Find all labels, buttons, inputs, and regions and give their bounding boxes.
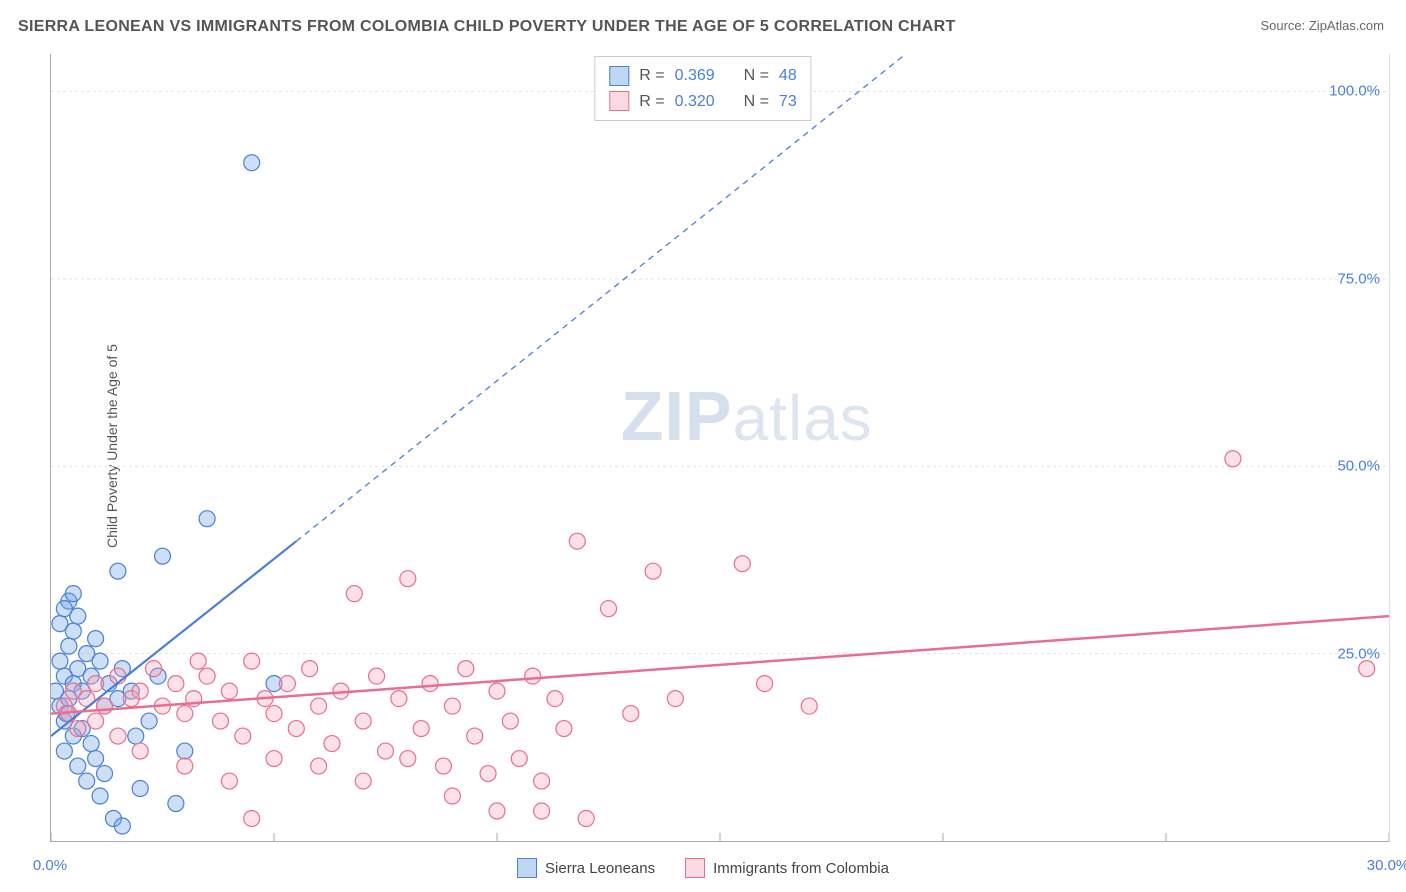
x-tick-label: 30.0% — [1367, 857, 1406, 874]
n-value-0: 48 — [779, 63, 797, 89]
chart-svg — [51, 54, 1389, 841]
legend-row-1: R = 0.320 N = 73 — [609, 89, 796, 115]
swatch-series-1 — [609, 91, 629, 111]
series-name-0: Sierra Leoneans — [545, 860, 655, 877]
y-tick-label: 50.0% — [1337, 458, 1380, 475]
r-value-0: 0.369 — [675, 63, 715, 89]
series-name-1: Immigrants from Colombia — [713, 860, 889, 877]
n-value-1: 73 — [779, 89, 797, 115]
r-label: R = — [639, 89, 664, 115]
r-value-1: 0.320 — [675, 89, 715, 115]
source-value: ZipAtlas.com — [1309, 18, 1384, 33]
x-tick-label: 0.0% — [33, 857, 67, 874]
y-tick-label: 25.0% — [1337, 645, 1380, 662]
r-label: R = — [639, 63, 664, 89]
y-tick-label: 75.0% — [1337, 270, 1380, 287]
legend-item-1: Immigrants from Colombia — [685, 858, 889, 878]
source-label: Source: ZipAtlas.com — [1260, 18, 1384, 33]
legend-row-0: R = 0.369 N = 48 — [609, 63, 796, 89]
n-label: N = — [744, 89, 769, 115]
correlation-legend: R = 0.369 N = 48 R = 0.320 N = 73 — [594, 56, 811, 121]
source-prefix: Source: — [1260, 18, 1308, 33]
n-label: N = — [744, 63, 769, 89]
legend-item-0: Sierra Leoneans — [517, 858, 655, 878]
plot-area: ZIPatlas — [50, 54, 1390, 842]
chart-title: SIERRA LEONEAN VS IMMIGRANTS FROM COLOMB… — [18, 18, 956, 36]
series-legend: Sierra Leoneans Immigrants from Colombia — [517, 858, 889, 878]
swatch-series-0 — [517, 858, 537, 878]
swatch-series-0 — [609, 66, 629, 86]
y-tick-label: 100.0% — [1329, 83, 1380, 100]
swatch-series-1 — [685, 858, 705, 878]
